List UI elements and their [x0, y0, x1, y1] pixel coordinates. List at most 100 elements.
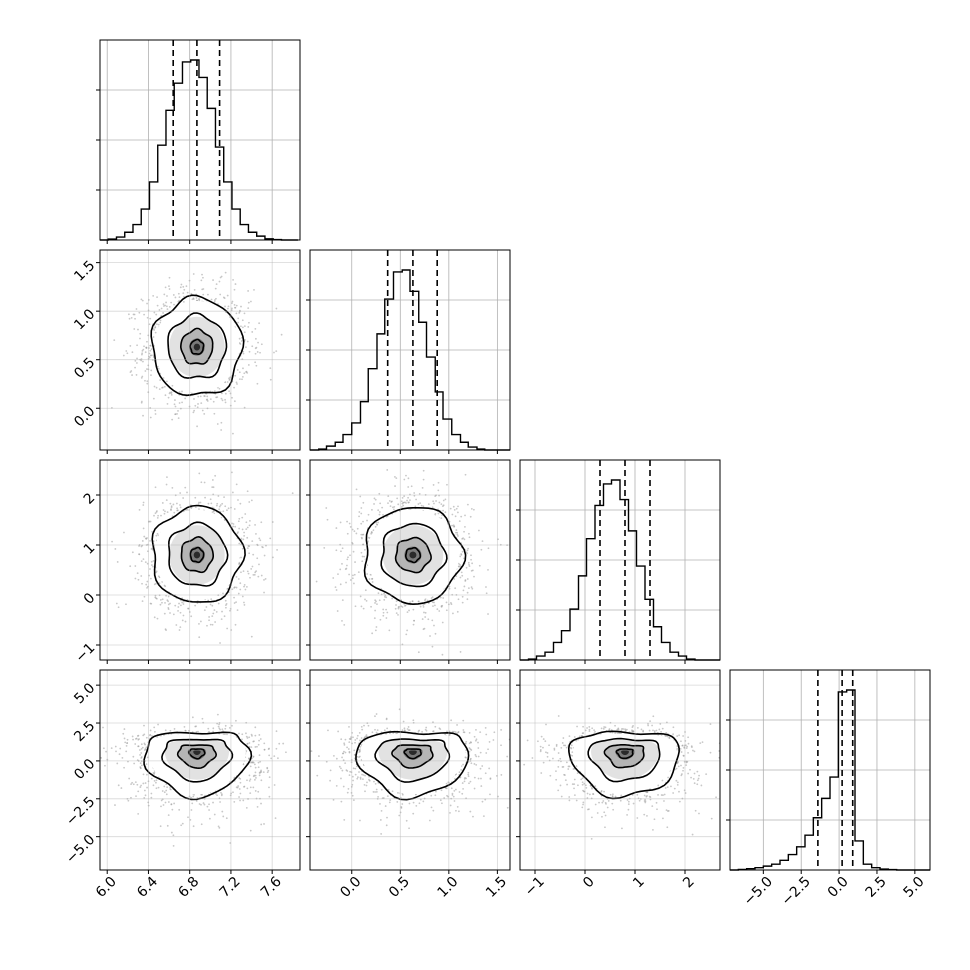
scatter-point — [357, 571, 360, 574]
scatter-point — [153, 726, 156, 729]
scatter-point — [249, 778, 252, 781]
scatter-point — [175, 624, 178, 626]
hist-frame-2 — [519, 459, 721, 661]
scatter-point — [246, 490, 249, 493]
scatter-point — [215, 610, 218, 613]
scatter-point — [349, 579, 352, 581]
scatter-point — [468, 532, 470, 535]
scatter-point — [374, 498, 377, 501]
scatter-point — [446, 483, 448, 486]
scatter-point — [396, 497, 399, 500]
scatter-point — [152, 336, 155, 338]
scatter-point — [246, 526, 249, 529]
scatter-point — [142, 360, 144, 363]
scatter-point — [442, 499, 445, 502]
scatter-point — [417, 600, 420, 603]
scatter-point — [261, 545, 263, 548]
scatter-point — [260, 574, 263, 577]
contour-line-0 — [150, 294, 245, 397]
scatter-point — [345, 581, 347, 584]
scatter-point — [243, 604, 246, 606]
scatter-point — [209, 398, 212, 401]
scatter-point — [143, 796, 146, 799]
scatter-panel-1-2 — [306, 459, 511, 664]
scatter-point — [466, 549, 469, 552]
scatter-point — [218, 387, 221, 390]
scatter-point — [337, 573, 339, 575]
scatter-point — [163, 385, 166, 388]
scatter-point — [216, 713, 219, 716]
scatter-point — [144, 370, 147, 372]
scatter-point — [222, 592, 224, 595]
scatter-point — [141, 353, 143, 356]
scatter-point — [241, 595, 244, 598]
scatter-point — [166, 295, 168, 297]
scatter-point — [186, 491, 188, 494]
scatter-point — [457, 562, 460, 565]
scatter-point — [468, 565, 471, 568]
scatter-point — [141, 375, 144, 378]
scatter-point — [212, 612, 215, 615]
scatter-point — [421, 618, 424, 620]
scatter-point — [379, 502, 382, 505]
contour-line-1 — [167, 312, 228, 379]
scatter-point — [149, 568, 151, 570]
scatter-point — [240, 325, 242, 328]
scatter-point — [223, 496, 225, 499]
scatter-point — [179, 492, 182, 494]
scatter-point — [238, 527, 241, 530]
scatter-point — [460, 553, 463, 556]
scatter-point — [140, 743, 143, 746]
scatter-point — [442, 597, 445, 599]
scatter-point — [199, 620, 202, 623]
scatter-point — [138, 311, 141, 314]
scatter-point — [434, 495, 437, 498]
scatter-point — [255, 570, 258, 573]
scatter-point — [163, 305, 165, 307]
scatter-point — [185, 285, 188, 288]
scatter-point — [266, 771, 269, 774]
scatter-point — [291, 492, 294, 495]
scatter-point — [155, 386, 158, 389]
scatter-point — [162, 804, 165, 806]
scatter-point — [258, 739, 260, 742]
scatter-point — [346, 564, 348, 567]
scatter-point — [171, 418, 174, 421]
scatter-point — [258, 537, 261, 540]
scatter-point — [249, 786, 252, 789]
scatter-point — [470, 586, 473, 589]
scatter-point — [394, 607, 397, 610]
scatter-point — [145, 736, 148, 739]
scatter-point — [374, 525, 377, 528]
scatter-point — [362, 501, 365, 504]
scatter-point — [191, 716, 194, 719]
scatter-frame — [99, 249, 301, 451]
scatter-point — [214, 287, 217, 290]
scatter-point — [460, 515, 463, 518]
hist-panel-2 — [516, 459, 721, 661]
scatter-point — [170, 505, 173, 508]
scatter-point — [132, 738, 134, 741]
scatter-point — [133, 313, 136, 316]
scatter-point — [248, 742, 251, 744]
scatter-point — [140, 752, 143, 754]
scatter-point — [397, 613, 399, 616]
scatter-point — [198, 508, 200, 511]
scatter-point — [115, 602, 118, 605]
scatter-point — [464, 580, 467, 582]
scatter-point — [202, 293, 205, 296]
scatter-point — [233, 288, 236, 291]
scatter-point — [190, 615, 193, 618]
scatter-point — [155, 467, 157, 469]
scatter-point — [480, 548, 483, 551]
scatter-point — [467, 587, 470, 590]
histogram-0 — [100, 59, 298, 241]
scatter-point — [240, 340, 243, 342]
scatter-point — [164, 394, 167, 397]
scatter-point — [190, 809, 193, 811]
scatter-point — [225, 603, 228, 605]
scatter-point — [159, 603, 162, 606]
scatter-point — [358, 515, 360, 518]
scatter-point — [166, 476, 168, 479]
scatter-point — [231, 302, 233, 304]
